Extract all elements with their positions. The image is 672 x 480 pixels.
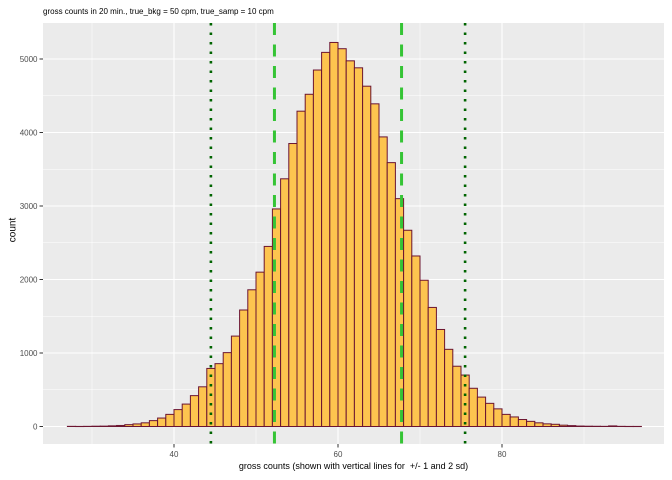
y-tick-label: 1000	[20, 349, 38, 358]
histogram-bar	[222, 352, 232, 428]
histogram-bar	[567, 425, 577, 428]
y-tick-label: 5000	[20, 55, 38, 64]
x-tick-label: 80	[498, 450, 507, 459]
histogram-bars	[66, 41, 642, 428]
histogram-bar	[444, 348, 454, 428]
histogram-bar	[403, 229, 413, 427]
histogram-bar	[296, 110, 306, 427]
histogram-bar	[116, 424, 126, 428]
y-tick-label: 4000	[20, 128, 38, 137]
histogram-bar	[165, 413, 175, 427]
y-tick-label: 3000	[20, 202, 38, 211]
histogram-bar	[608, 425, 618, 427]
axis-ticks: 40 60 80 0 1000 2000 3000 4000 5000	[20, 55, 507, 459]
histogram-bar	[107, 425, 118, 428]
histogram-bar	[329, 41, 339, 428]
histogram-bar	[181, 403, 191, 427]
plot-title: gross counts in 20 min., true_bkg = 50 c…	[43, 7, 274, 16]
histogram-bar	[198, 386, 208, 427]
histogram-bar	[485, 402, 495, 428]
histogram-bar	[476, 396, 487, 428]
histogram-bar	[148, 420, 159, 427]
histogram-bar	[353, 67, 364, 427]
histogram-bar	[263, 245, 273, 427]
histogram-bar	[255, 271, 265, 427]
histogram-bar	[140, 422, 150, 428]
histogram-bar	[493, 408, 503, 427]
histogram-bar	[509, 416, 519, 428]
histogram-bar	[362, 85, 372, 427]
histogram-bar	[501, 413, 511, 427]
histogram-bar	[419, 279, 429, 427]
histogram-bar	[304, 93, 314, 427]
histogram-bar	[427, 306, 437, 427]
histogram-bar	[452, 365, 462, 428]
histogram-bar	[312, 69, 323, 428]
histogram-bar	[550, 423, 560, 428]
histogram-bar	[230, 335, 241, 427]
histogram-bar	[214, 363, 224, 427]
histogram-bar	[345, 60, 355, 428]
histogram-bar	[435, 328, 446, 428]
histogram-bar	[370, 103, 380, 428]
histogram-bar	[558, 424, 569, 428]
histogram-bar	[132, 423, 142, 427]
histogram-bar	[337, 48, 347, 428]
histogram-bar	[468, 387, 478, 427]
histogram-bar	[247, 289, 257, 428]
histogram-bar	[460, 374, 470, 427]
x-tick-label: 60	[334, 450, 343, 459]
sd-lines	[209, 23, 467, 444]
histogram-bar	[239, 309, 249, 427]
histogram-bar	[124, 424, 134, 428]
histogram-bar	[542, 423, 552, 428]
histogram-bar	[157, 417, 167, 427]
histogram-bar	[173, 409, 183, 428]
histogram-bar	[378, 136, 388, 427]
histogram-bar	[411, 255, 421, 427]
histogram-bar	[534, 422, 544, 428]
y-tick-label: 0	[33, 422, 38, 431]
y-tick-label: 2000	[20, 275, 38, 284]
histogram-bar	[526, 420, 536, 428]
x-tick-label: 40	[170, 450, 179, 459]
histogram-bar	[288, 143, 298, 427]
y-axis-title: count	[7, 217, 19, 243]
histogram-bar	[206, 367, 216, 427]
histogram-bar	[189, 395, 200, 428]
histogram-bar	[321, 51, 331, 427]
histogram-bar	[386, 162, 396, 427]
x-axis-title: gross counts (shown with vertical lines …	[238, 461, 469, 471]
histogram-bar	[517, 419, 528, 427]
histogram-bar	[280, 178, 290, 427]
